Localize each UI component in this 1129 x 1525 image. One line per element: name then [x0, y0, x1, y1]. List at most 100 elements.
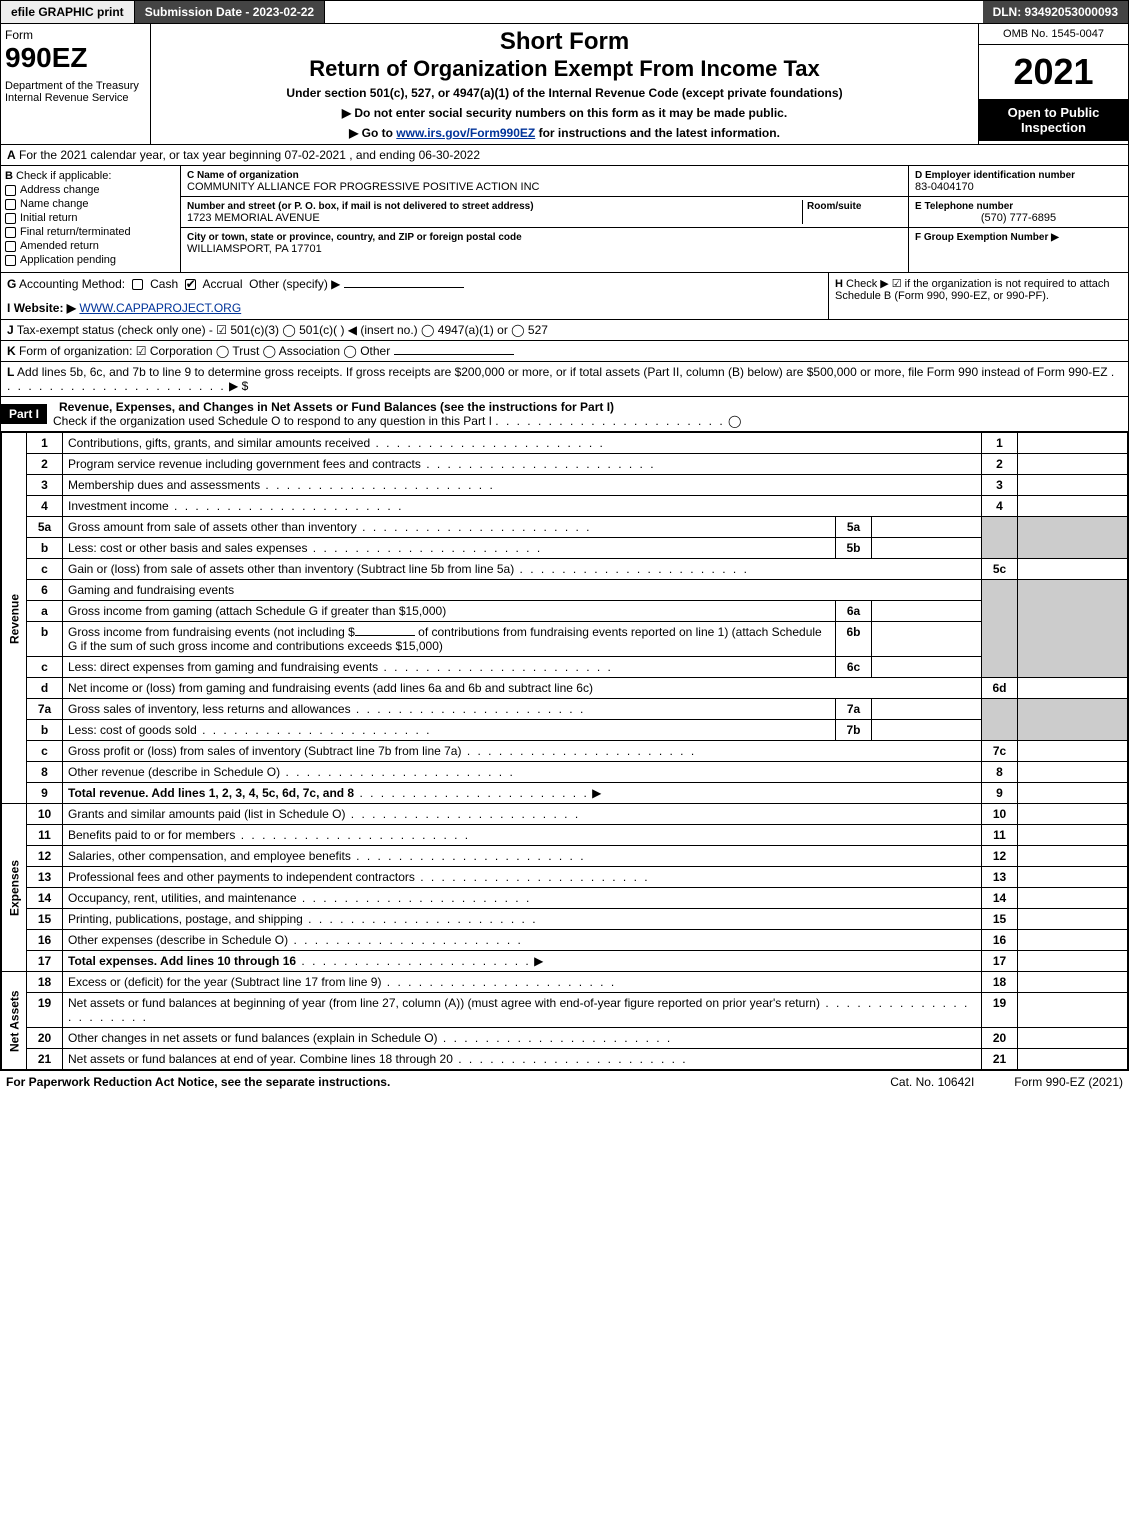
schedule-b-note: Check ▶ ☑ if the organization is not req…	[835, 278, 1110, 302]
cb-application-pending[interactable]: Application pending	[5, 254, 176, 266]
ln-19-amt[interactable]	[1018, 993, 1128, 1028]
ln-3-amt[interactable]	[1018, 475, 1128, 496]
ln-5c-amt[interactable]	[1018, 559, 1128, 580]
ln-4-amtnum: 4	[982, 496, 1018, 517]
efile-print-button[interactable]: efile GRAPHIC print	[1, 1, 135, 23]
ln-4-amt[interactable]	[1018, 496, 1128, 517]
ln-5a-desc: Gross amount from sale of assets other t…	[63, 517, 836, 538]
ln-5a-subamt[interactable]	[872, 517, 982, 538]
ln-7b-num: b	[27, 720, 63, 741]
ln-7c-amt[interactable]	[1018, 741, 1128, 762]
cb-accrual[interactable]	[185, 279, 196, 290]
accrual-label: Accrual	[202, 277, 242, 291]
ln-13-num: 13	[27, 867, 63, 888]
ln-5b-sub: 5b	[836, 538, 872, 559]
group-exemption-label: Group Exemption Number ▶	[924, 232, 1059, 243]
cb-amended-return[interactable]: Amended return	[5, 240, 176, 252]
section-l: L Add lines 5b, 6c, and 7b to line 9 to …	[0, 362, 1129, 397]
section-a: A For the 2021 calendar year, or tax yea…	[0, 145, 1129, 166]
ln-18-num: 18	[27, 972, 63, 993]
other-org-input[interactable]	[394, 354, 514, 355]
ln-15-amt[interactable]	[1018, 909, 1128, 930]
ln-5b-subamt[interactable]	[872, 538, 982, 559]
ln-17-amtnum: 17	[982, 951, 1018, 972]
ln-14-amt[interactable]	[1018, 888, 1128, 909]
irs-link[interactable]: www.irs.gov/Form990EZ	[396, 126, 535, 140]
ln-6c-subamt[interactable]	[872, 657, 982, 678]
cat-no: Cat. No. 10642I	[890, 1075, 974, 1089]
ln-13-amt[interactable]	[1018, 867, 1128, 888]
ln-7a-sub: 7a	[836, 699, 872, 720]
ln-13-desc: Professional fees and other payments to …	[63, 867, 982, 888]
ln-9-amtnum: 9	[982, 783, 1018, 804]
ln-6b-subamt[interactable]	[872, 622, 982, 657]
ln-20-amt[interactable]	[1018, 1028, 1128, 1049]
ln-7a-subamt[interactable]	[872, 699, 982, 720]
ln-21-num: 21	[27, 1049, 63, 1070]
ln-17-amt[interactable]	[1018, 951, 1128, 972]
gross-receipts-note: Add lines 5b, 6c, and 7b to line 9 to de…	[17, 365, 1108, 379]
cb-cash[interactable]	[132, 279, 143, 290]
section-b: B Check if applicable: Address change Na…	[1, 166, 181, 272]
ln-2-desc: Program service revenue including govern…	[63, 454, 982, 475]
under-section: Under section 501(c), 527, or 4947(a)(1)…	[159, 86, 970, 100]
other-specify-label: Other (specify) ▶	[249, 277, 340, 291]
ln-6d-amt[interactable]	[1018, 678, 1128, 699]
cb-name-change[interactable]: Name change	[5, 198, 176, 210]
ln-12-amt[interactable]	[1018, 846, 1128, 867]
ln-6-desc: Gaming and fundraising events	[63, 580, 982, 601]
cb-initial-return[interactable]: Initial return	[5, 212, 176, 224]
ln-9-amt[interactable]	[1018, 783, 1128, 804]
ln-7b-subamt[interactable]	[872, 720, 982, 741]
header-right: OMB No. 1545-0047 2021 Open to Public In…	[978, 24, 1128, 144]
section-def: D Employer identification number 83-0404…	[908, 166, 1128, 272]
ln-11-amt[interactable]	[1018, 825, 1128, 846]
accounting-method-label: Accounting Method:	[19, 277, 125, 291]
part-i-title: Revenue, Expenses, and Changes in Net As…	[53, 400, 614, 414]
ln-18-amt[interactable]	[1018, 972, 1128, 993]
org-name: COMMUNITY ALLIANCE FOR PROGRESSIVE POSIT…	[187, 181, 539, 193]
ln-1-desc: Contributions, gifts, grants, and simila…	[63, 433, 982, 454]
ln-4-desc: Investment income	[63, 496, 982, 517]
website-link[interactable]: WWW.CAPPAPROJECT.ORG	[79, 301, 241, 315]
ln-21-amt[interactable]	[1018, 1049, 1128, 1070]
ln-6-num: 6	[27, 580, 63, 601]
netassets-vertical-label: Net Assets	[2, 972, 27, 1070]
part-i-header: Part I Revenue, Expenses, and Changes in…	[0, 397, 1129, 432]
label-j: J	[7, 323, 14, 337]
gray-7	[982, 699, 1018, 741]
dots-parti	[495, 414, 724, 428]
ln-8-amtnum: 8	[982, 762, 1018, 783]
ln-5c-amtnum: 5c	[982, 559, 1018, 580]
ln-2-amt[interactable]	[1018, 454, 1128, 475]
ln-19-amtnum: 19	[982, 993, 1018, 1028]
ln-16-desc: Other expenses (describe in Schedule O)	[63, 930, 982, 951]
street-address: 1723 MEMORIAL AVENUE	[187, 212, 320, 224]
other-specify-input[interactable]	[344, 287, 464, 288]
gray-6	[982, 580, 1018, 678]
submission-date-label: Submission Date - 2023-02-22	[135, 1, 325, 23]
cb-address-change[interactable]: Address change	[5, 184, 176, 196]
ln-8-amt[interactable]	[1018, 762, 1128, 783]
ln-10-amt[interactable]	[1018, 804, 1128, 825]
ln-20-desc: Other changes in net assets or fund bala…	[63, 1028, 982, 1049]
ln-16-amt[interactable]	[1018, 930, 1128, 951]
ln-6a-subamt[interactable]	[872, 601, 982, 622]
ln-5c-desc: Gain or (loss) from sale of assets other…	[63, 559, 982, 580]
ln-3-amtnum: 3	[982, 475, 1018, 496]
ln-7a-desc: Gross sales of inventory, less returns a…	[63, 699, 836, 720]
phone-label: Telephone number	[924, 201, 1013, 212]
label-k: K	[7, 344, 16, 358]
ln-14-num: 14	[27, 888, 63, 909]
cb-final-return[interactable]: Final return/terminated	[5, 226, 176, 238]
check-if-applicable: Check if applicable:	[16, 170, 111, 182]
city-label: City or town, state or province, country…	[187, 232, 522, 243]
contrib-amount-input[interactable]	[355, 635, 415, 636]
ln-1-amt[interactable]	[1018, 433, 1128, 454]
tax-exempt-status: Tax-exempt status (check only one) - ☑ 5…	[17, 323, 548, 337]
ln-6a-num: a	[27, 601, 63, 622]
ln-1-num: 1	[27, 433, 63, 454]
cb-schedule-o[interactable]: ◯	[728, 414, 741, 428]
ln-14-desc: Occupancy, rent, utilities, and maintena…	[63, 888, 982, 909]
form-revision: Form 990-EZ (2021)	[1014, 1075, 1123, 1089]
